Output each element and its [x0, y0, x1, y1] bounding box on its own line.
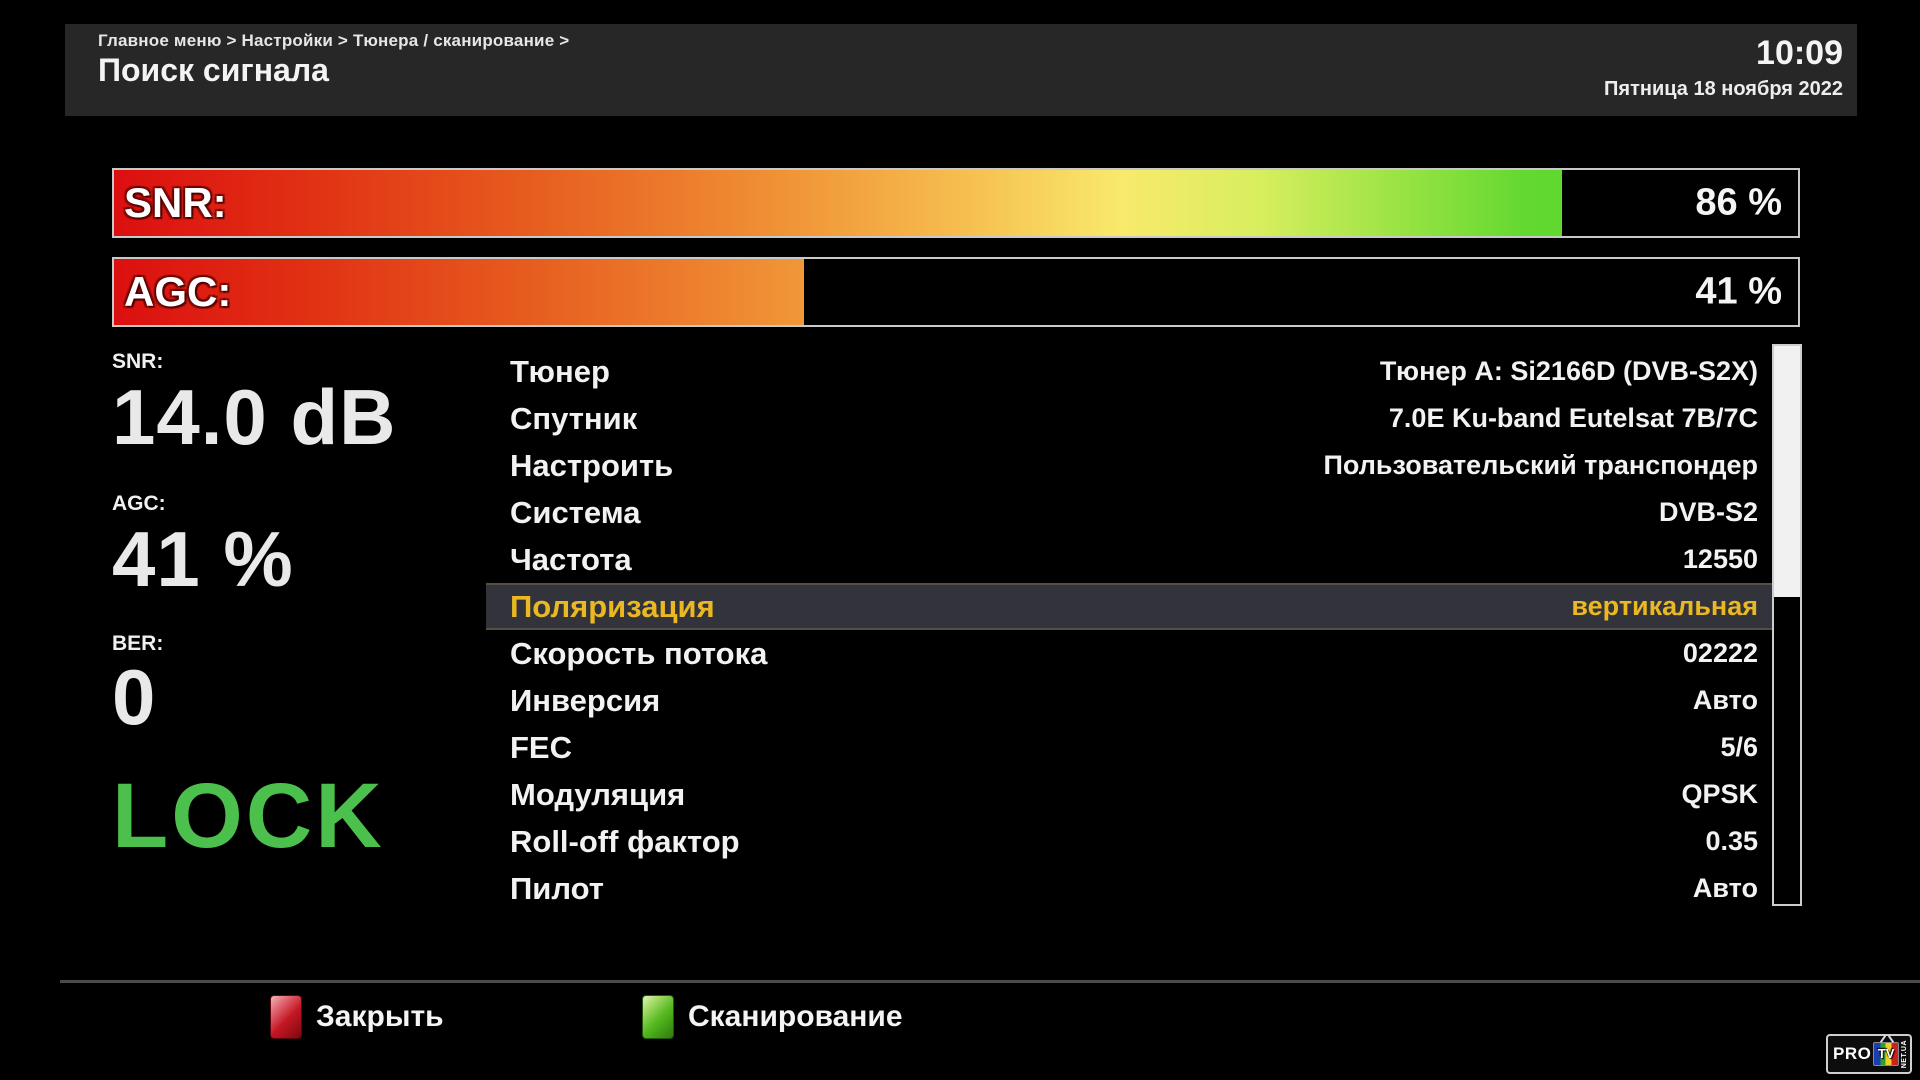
settings-row-5[interactable]: Поляризация вертикальная [486, 583, 1772, 630]
setting-label: Спутник [510, 400, 638, 436]
setting-value: Тюнер A: Si2166D (DVB-S2X) [1379, 356, 1758, 386]
logo-net-text: NET.UA [1901, 1039, 1908, 1069]
ber-metric-value: 0 [112, 653, 157, 741]
setting-value: вертикальная [1571, 591, 1758, 621]
red-key-icon [270, 995, 302, 1039]
logo-tv-text: TV [1877, 1046, 1895, 1062]
setting-value: Авто [1692, 873, 1758, 903]
setting-value: DVB-S2 [1658, 497, 1758, 527]
setting-value: Пользовательский транспондер [1323, 450, 1758, 480]
setting-label: Система [510, 494, 641, 530]
settings-row-2[interactable]: Настроить Пользовательский транспондер [486, 442, 1772, 489]
ber-metric-label: BER: [112, 632, 164, 655]
snr-metric-value: 14.0 dB [112, 373, 397, 461]
settings-row-4[interactable]: Частота 12550 [486, 536, 1772, 583]
date: Пятница 18 ноября 2022 [1604, 78, 1843, 100]
setting-label: Частота [510, 541, 632, 577]
scrollbar-track[interactable] [1772, 344, 1802, 906]
settings-list: Тюнер Тюнер A: Si2166D (DVB-S2X) Спутник 7.… [486, 348, 1772, 912]
agc-metric-label: AGC: [112, 492, 166, 515]
breadcrumb: Главное меню > Настройки > Тюнера / скан… [98, 31, 570, 50]
setting-label: Roll-off фактор [510, 823, 740, 859]
setting-value: 12550 [1682, 544, 1758, 574]
scan-button-label: Сканирование [688, 1000, 903, 1033]
logo-pro-text: PRO [1833, 1044, 1872, 1063]
settings-row-6[interactable]: Скорость потока 02222 [486, 630, 1772, 677]
setting-label: Модуляция [510, 776, 686, 812]
setting-value: Авто [1692, 685, 1758, 715]
page-title: Поиск сигнала [98, 52, 329, 88]
snr-progress-bar: SNR: 86 % [112, 168, 1800, 238]
setting-label: Настроить [510, 447, 674, 483]
setting-label: Инверсия [510, 682, 661, 718]
snr-bar-fill [114, 170, 1563, 236]
scan-button[interactable]: Сканирование [642, 995, 903, 1039]
lock-status: LOCK [112, 765, 385, 867]
antenna-icon [1888, 1035, 1895, 1043]
setting-value: QPSK [1681, 779, 1758, 809]
setting-value: 02222 [1682, 638, 1758, 668]
scrollbar-thumb[interactable] [1774, 346, 1800, 598]
tv-icon: TV [1873, 1035, 1899, 1066]
header-bar: Главное меню > Настройки > Тюнера / скан… [65, 24, 1857, 116]
settings-row-3[interactable]: Система DVB-S2 [486, 489, 1772, 536]
green-key-icon [642, 995, 674, 1039]
agc-bar-fill [114, 259, 805, 325]
snr-bar-value: 86 % [1695, 181, 1782, 224]
agc-metric-value: 41 % [112, 515, 294, 603]
protv-logo: PRO TV NET.UA [1826, 1034, 1912, 1074]
settings-row-9[interactable]: Модуляция QPSK [486, 771, 1772, 818]
agc-bar-value: 41 % [1695, 270, 1782, 313]
close-button[interactable]: Закрыть [270, 995, 444, 1039]
snr-bar-label: SNR: [124, 179, 227, 226]
snr-metric-label: SNR: [112, 350, 164, 373]
setting-label: Скорость потока [510, 635, 768, 671]
settings-row-11[interactable]: Пилот Авто [486, 865, 1772, 912]
setting-label: Тюнер [510, 353, 610, 389]
agc-progress-bar: AGC: 41 % [112, 257, 1800, 327]
setting-value: 5/6 [1720, 732, 1758, 762]
antenna-icon [1880, 1035, 1887, 1043]
setting-label: FEC [510, 729, 572, 765]
setting-value: 7.0E Ku-band Eutelsat 7B/7C [1388, 403, 1758, 433]
settings-row-10[interactable]: Roll-off фактор 0.35 [486, 818, 1772, 865]
close-button-label: Закрыть [316, 1000, 444, 1033]
setting-value: 0.35 [1705, 826, 1758, 856]
agc-bar-label: AGC: [124, 268, 232, 315]
settings-row-8[interactable]: FEC 5/6 [486, 724, 1772, 771]
settings-row-7[interactable]: Инверсия Авто [486, 677, 1772, 724]
setting-label: Пилот [510, 870, 604, 906]
settings-row-0[interactable]: Тюнер Тюнер A: Si2166D (DVB-S2X) [486, 348, 1772, 395]
footer-divider [60, 980, 1920, 983]
settings-row-1[interactable]: Спутник 7.0E Ku-band Eutelsat 7B/7C [486, 395, 1772, 442]
setting-label: Поляризация [510, 588, 715, 624]
clock: 10:09 [1756, 34, 1843, 72]
